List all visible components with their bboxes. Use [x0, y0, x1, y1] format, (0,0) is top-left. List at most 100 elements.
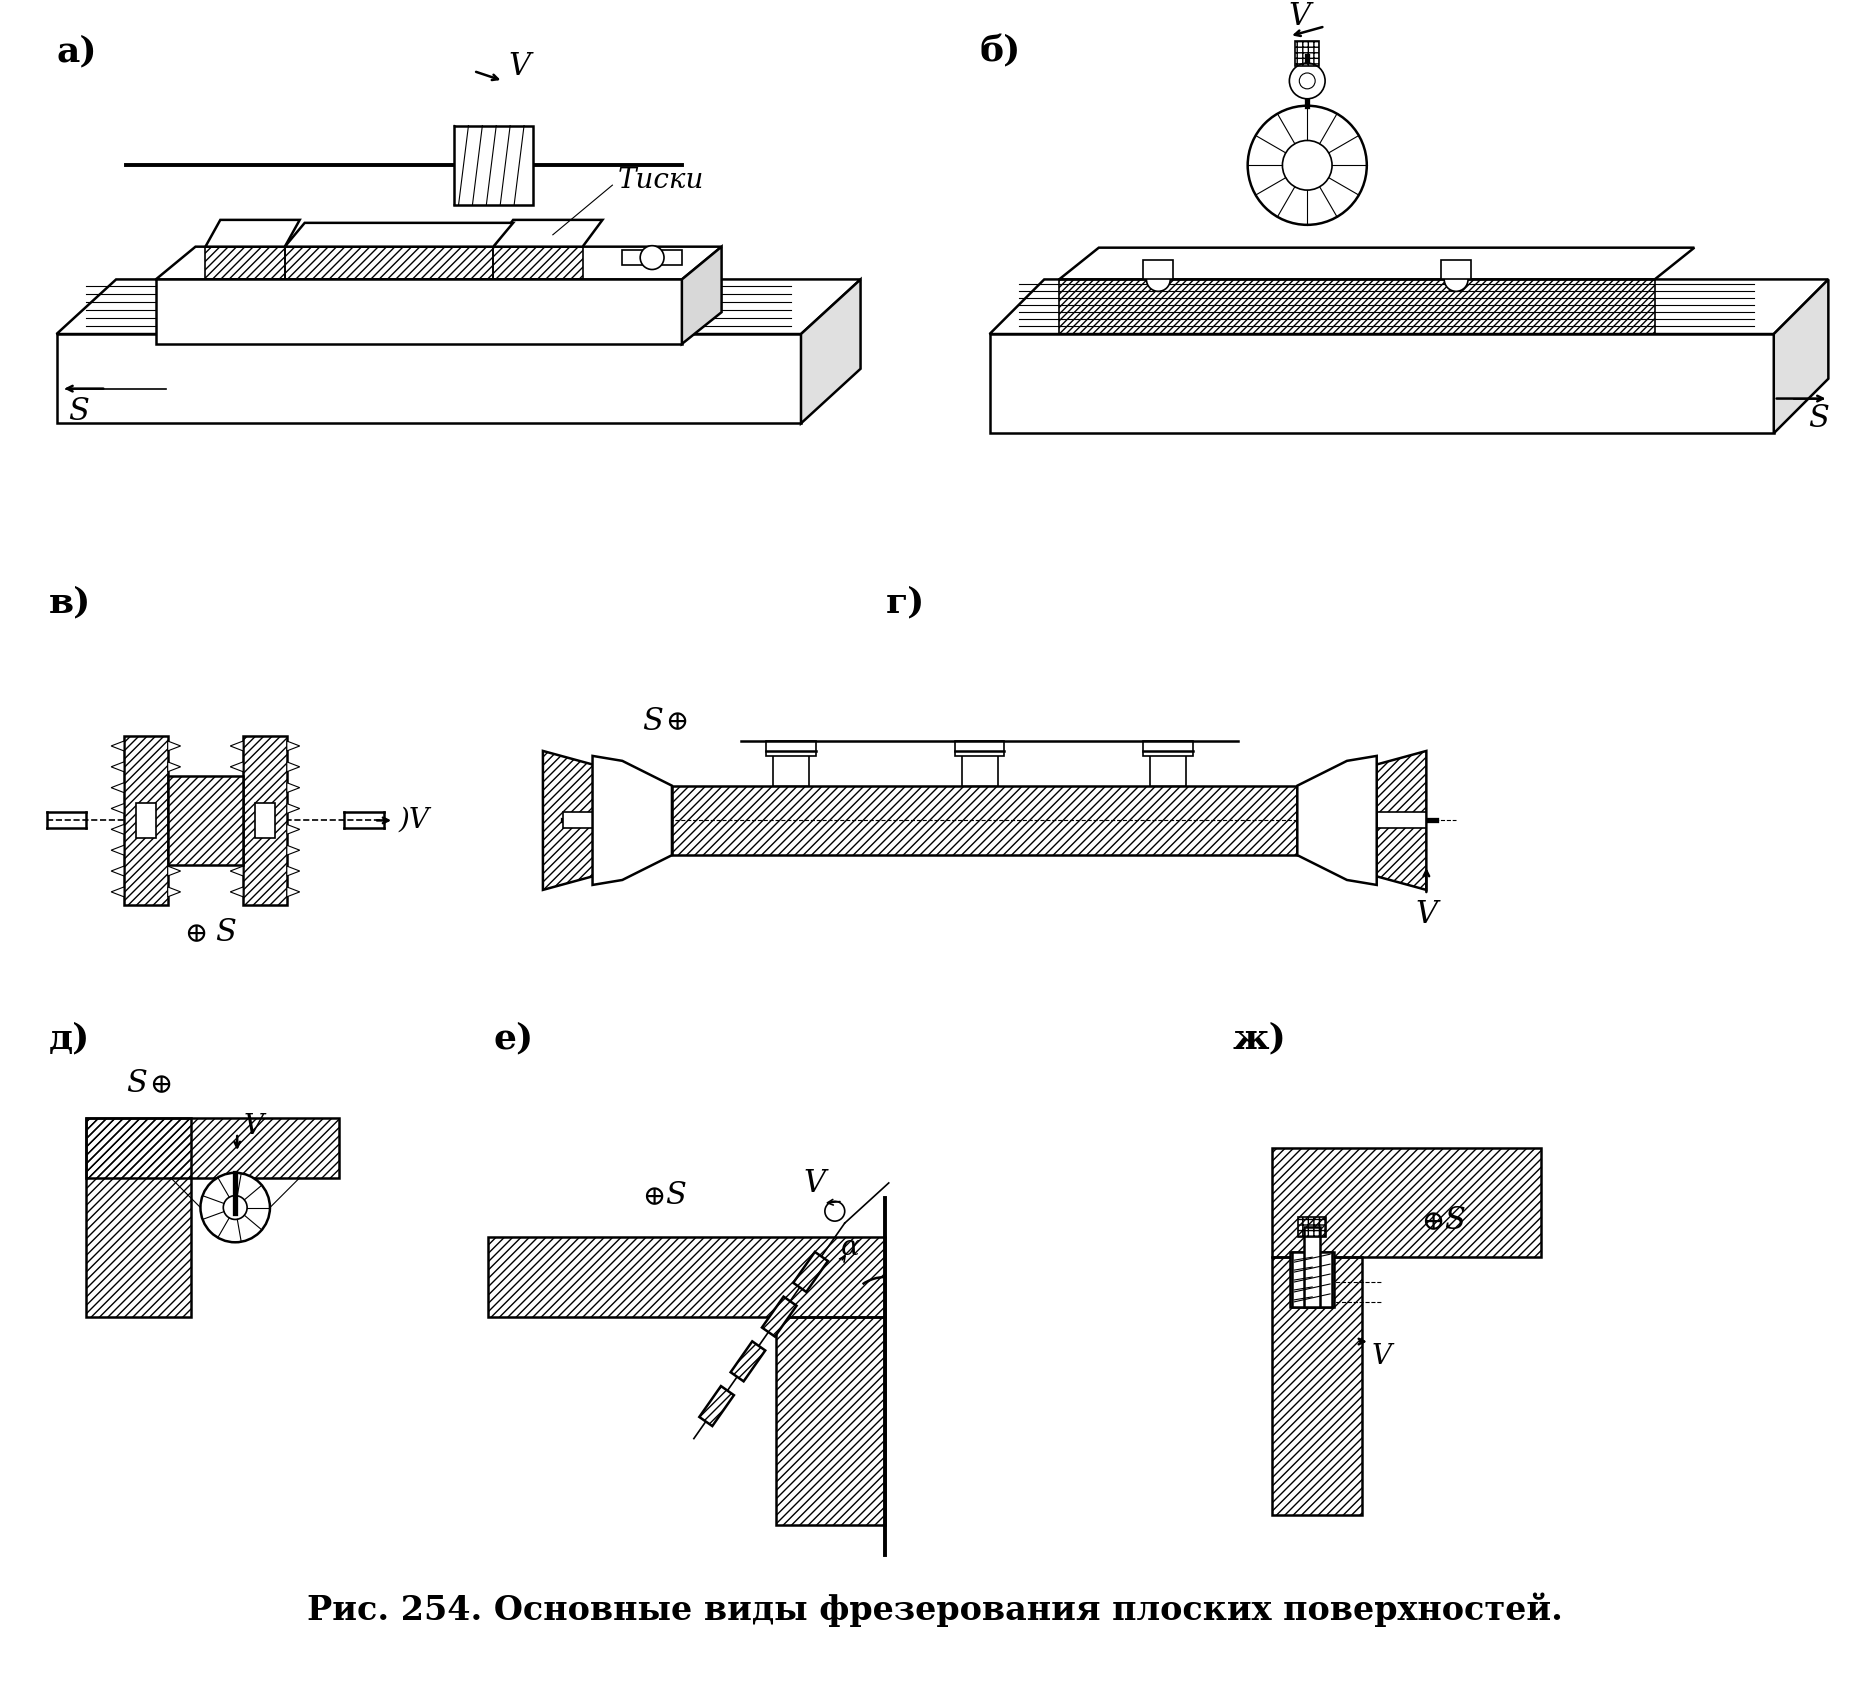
Polygon shape — [1058, 248, 1694, 280]
Bar — [137, 803, 155, 839]
Text: в): в) — [49, 584, 92, 620]
Text: б): б) — [980, 34, 1021, 67]
Bar — [956, 741, 1004, 756]
Polygon shape — [168, 761, 181, 771]
Polygon shape — [230, 741, 243, 751]
Text: V: V — [1288, 2, 1311, 32]
Bar — [1442, 259, 1472, 280]
Bar — [767, 741, 815, 756]
Polygon shape — [989, 280, 1829, 333]
Text: V: V — [804, 1169, 827, 1199]
Polygon shape — [56, 333, 800, 423]
Text: ⊕: ⊕ — [1421, 1209, 1446, 1236]
Polygon shape — [110, 741, 123, 751]
Polygon shape — [699, 1386, 733, 1426]
Circle shape — [1247, 106, 1367, 226]
Bar — [772, 751, 810, 786]
Text: V: V — [1416, 899, 1438, 930]
Polygon shape — [1298, 756, 1376, 884]
Text: ⊕: ⊕ — [150, 1073, 172, 1100]
Polygon shape — [230, 783, 243, 793]
Bar — [123, 736, 168, 904]
Text: V: V — [243, 1113, 264, 1140]
Text: г): г) — [885, 584, 926, 620]
Polygon shape — [286, 887, 299, 898]
Bar — [1143, 259, 1172, 280]
Polygon shape — [155, 246, 722, 280]
Polygon shape — [286, 825, 299, 834]
Text: д): д) — [49, 1022, 90, 1056]
Polygon shape — [286, 761, 299, 771]
Bar — [961, 751, 997, 786]
Polygon shape — [230, 825, 243, 834]
Polygon shape — [286, 803, 299, 813]
Polygon shape — [206, 221, 299, 246]
Text: ж): ж) — [1232, 1022, 1287, 1056]
Polygon shape — [793, 1251, 828, 1292]
Bar — [1143, 741, 1193, 756]
Circle shape — [200, 1172, 269, 1243]
Polygon shape — [110, 887, 123, 898]
Polygon shape — [494, 221, 602, 246]
Bar — [243, 736, 286, 904]
Polygon shape — [110, 783, 123, 793]
Text: V: V — [509, 51, 531, 81]
Circle shape — [1146, 268, 1171, 291]
Bar — [168, 776, 243, 866]
Polygon shape — [56, 280, 860, 333]
Circle shape — [1290, 62, 1326, 99]
Polygon shape — [110, 761, 123, 771]
Polygon shape — [1775, 280, 1829, 433]
Text: Рис. 254. Основные виды фрезерования плоских поверхностей.: Рис. 254. Основные виды фрезерования пло… — [307, 1593, 1563, 1627]
Circle shape — [1444, 268, 1468, 291]
Bar — [1290, 1253, 1333, 1307]
Bar — [563, 812, 593, 829]
Polygon shape — [168, 825, 181, 834]
Polygon shape — [230, 866, 243, 876]
Polygon shape — [230, 761, 243, 771]
Polygon shape — [800, 280, 860, 423]
Polygon shape — [286, 845, 299, 855]
Text: а): а) — [56, 34, 97, 67]
Text: ⊕: ⊕ — [641, 1184, 666, 1211]
Polygon shape — [623, 249, 683, 264]
Polygon shape — [731, 1342, 765, 1381]
Polygon shape — [593, 756, 671, 884]
Text: S: S — [215, 918, 236, 948]
Text: е): е) — [494, 1022, 533, 1056]
Text: S: S — [641, 706, 664, 736]
Polygon shape — [286, 866, 299, 876]
Bar — [1376, 812, 1427, 829]
Bar — [1296, 40, 1318, 66]
Text: ⊕: ⊕ — [183, 921, 208, 948]
Polygon shape — [230, 887, 243, 898]
Polygon shape — [168, 741, 181, 751]
Polygon shape — [110, 825, 123, 834]
Polygon shape — [168, 783, 181, 793]
Text: ⊕: ⊕ — [666, 709, 688, 736]
Text: S: S — [1444, 1206, 1464, 1236]
Polygon shape — [230, 803, 243, 813]
Text: S: S — [125, 1068, 148, 1100]
Bar — [1298, 1218, 1326, 1238]
Polygon shape — [286, 741, 299, 751]
Circle shape — [825, 1201, 845, 1221]
Text: S: S — [69, 396, 90, 428]
Polygon shape — [168, 866, 181, 876]
Circle shape — [640, 246, 664, 269]
Bar — [123, 736, 168, 904]
Text: Тиски: Тиски — [617, 167, 703, 194]
Text: )V: )V — [398, 807, 430, 834]
Bar — [1303, 1228, 1320, 1307]
Bar — [254, 803, 275, 839]
Polygon shape — [155, 280, 683, 344]
Text: S: S — [666, 1180, 686, 1211]
Polygon shape — [168, 803, 181, 813]
Polygon shape — [284, 222, 512, 246]
Polygon shape — [168, 887, 181, 898]
Polygon shape — [110, 845, 123, 855]
Polygon shape — [110, 803, 123, 813]
Bar — [454, 126, 533, 205]
Bar — [1292, 1253, 1331, 1307]
Text: S: S — [1808, 402, 1829, 434]
